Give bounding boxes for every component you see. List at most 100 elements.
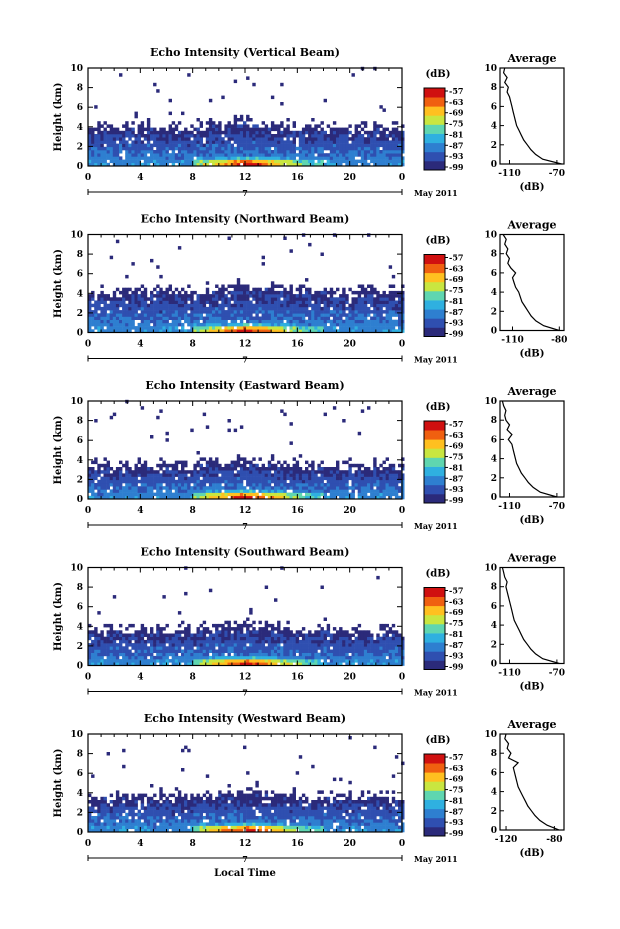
y-tick-label: 0 bbox=[77, 828, 83, 838]
y-axis-label: Height (km) bbox=[53, 582, 64, 651]
colorbar-segment bbox=[424, 254, 445, 264]
colorbar-tick-label: -81 bbox=[449, 462, 463, 472]
x-tick-label: 0 bbox=[85, 340, 91, 350]
colorbar-segment bbox=[424, 124, 445, 134]
colorbar-tick-label: -57 bbox=[449, 253, 463, 263]
panel-row-4: Echo Intensity (Southward Beam) 0 2 4 6 8 10 0 4… bbox=[53, 546, 565, 698]
y-tick-label: 0 bbox=[77, 662, 83, 672]
colorbar-segment bbox=[424, 448, 445, 458]
y-tick-label: 6 bbox=[77, 103, 83, 113]
average-y-tick-label: 4 bbox=[491, 621, 497, 631]
average-y-tick-label: 6 bbox=[491, 102, 497, 112]
colorbar-frame bbox=[423, 420, 446, 504]
x-tick-label: 0 bbox=[399, 506, 405, 516]
heatmap-cells bbox=[88, 566, 405, 666]
average-x-label: (dB) bbox=[520, 682, 545, 693]
average-y-tick-label: 10 bbox=[484, 64, 497, 74]
colorbar-segment bbox=[424, 651, 445, 661]
average-title: Average bbox=[506, 552, 556, 565]
colorbar-tick-label: -69 bbox=[449, 607, 464, 617]
day-label: 7 bbox=[242, 521, 248, 531]
colorbar-tick-label: -57 bbox=[449, 86, 463, 96]
colorbar-frame bbox=[423, 254, 446, 337]
average-y-tick-label: 4 bbox=[491, 455, 497, 465]
average-title: Average bbox=[506, 385, 556, 398]
x-tick-label: 16 bbox=[291, 173, 304, 183]
x-tick-label: 16 bbox=[291, 839, 304, 849]
colorbar-tick-label: -93 bbox=[449, 651, 464, 661]
colorbar-segment bbox=[424, 327, 445, 337]
colorbar-tick-label: -75 bbox=[449, 285, 463, 295]
y-tick-label: 8 bbox=[77, 417, 83, 427]
average-y-tick-label: 0 bbox=[491, 493, 497, 503]
average-x-tick-label: -70 bbox=[549, 502, 565, 512]
colorbar: (dB) -57-63-69-75-81-87-93-99 bbox=[423, 236, 464, 339]
colorbar-tick-label: -75 bbox=[449, 785, 463, 795]
average-x-tick-label: -70 bbox=[549, 669, 565, 679]
x-tick-label: 0 bbox=[85, 506, 91, 516]
colorbar-tick-label: -99 bbox=[449, 329, 464, 339]
colorbar-tick-label: -63 bbox=[449, 263, 464, 273]
average-frame bbox=[499, 733, 565, 831]
x-tick-label: 0 bbox=[85, 673, 91, 683]
colorbar-tick-label: -87 bbox=[449, 806, 463, 816]
colorbar-segment bbox=[424, 290, 445, 301]
x-tick-label: 12 bbox=[239, 839, 252, 849]
average-title: Average bbox=[506, 52, 556, 65]
heatmap-cells bbox=[88, 736, 405, 833]
y-axis-label: Height (km) bbox=[53, 83, 64, 152]
x-tick-label: 4 bbox=[137, 340, 143, 350]
average-x-tick-label: -110 bbox=[498, 669, 521, 679]
panel-row-2: Echo Intensity (Northward Beam) 0 2 4 6 8 10 0 4… bbox=[53, 213, 567, 365]
colorbar-segment bbox=[424, 660, 445, 670]
y-tick-label: 10 bbox=[70, 397, 83, 407]
y-axis-label: Height (km) bbox=[53, 416, 64, 485]
x-tick-label: 4 bbox=[137, 673, 143, 683]
y-tick-label: 0 bbox=[77, 495, 83, 505]
colorbar-tick-label: -99 bbox=[449, 828, 464, 838]
y-tick-label: 8 bbox=[77, 84, 83, 94]
heatmap-title: Echo Intensity (Vertical Beam) bbox=[150, 46, 340, 59]
heatmap-title: Echo Intensity (Southward Beam) bbox=[141, 546, 350, 559]
colorbar-segment bbox=[424, 263, 445, 274]
x-tick-label: 16 bbox=[291, 340, 304, 350]
x-tick-label: 16 bbox=[291, 673, 304, 683]
average-y-tick-label: 4 bbox=[491, 122, 497, 132]
colorbar-frame bbox=[423, 87, 446, 171]
average-x-tick-label: -80 bbox=[546, 835, 562, 845]
colorbar-tick-label: -81 bbox=[449, 129, 463, 139]
y-tick-label: 0 bbox=[77, 329, 83, 339]
heatmap: Echo Intensity (Eastward Beam) 0 2 4 6 8 10 0 4 8… bbox=[53, 379, 458, 531]
colorbar-tick-label: -63 bbox=[449, 430, 464, 440]
average-profile: Average 0 2 4 6 8 10 -110 -70 (dB) bbox=[484, 385, 565, 526]
colorbar-segment bbox=[424, 493, 445, 504]
average-y-tick-label: 4 bbox=[491, 288, 497, 298]
average-line bbox=[502, 234, 560, 332]
colorbar-segment bbox=[424, 772, 445, 782]
date-label: May 2011 bbox=[414, 188, 458, 198]
colorbar-segment bbox=[424, 457, 445, 467]
colorbar-segment bbox=[424, 142, 445, 153]
colorbar-segment bbox=[424, 272, 445, 283]
colorbar-tick-label: -63 bbox=[449, 763, 464, 773]
x-tick-label: 20 bbox=[343, 506, 356, 516]
colorbar-tick-label: -87 bbox=[449, 473, 463, 483]
average-y-tick-label: 6 bbox=[491, 602, 497, 612]
y-tick-label: 8 bbox=[77, 250, 83, 260]
heatmap-cells bbox=[88, 66, 405, 167]
y-axis-label: Height (km) bbox=[53, 249, 64, 318]
colorbar-tick-label: -93 bbox=[449, 484, 464, 494]
colorbar-unit: (dB) bbox=[426, 236, 451, 247]
x-tick-label: 0 bbox=[399, 173, 405, 183]
y-tick-label: 4 bbox=[77, 289, 83, 299]
average-y-tick-label: 2 bbox=[491, 307, 497, 317]
average-frame bbox=[499, 233, 565, 332]
heatmap-title: Echo Intensity (Eastward Beam) bbox=[145, 379, 344, 392]
colorbar: (dB) -57-63-69-75-81-87-93-99 bbox=[423, 402, 464, 505]
colorbar-segment bbox=[424, 475, 445, 486]
date-label: May 2011 bbox=[414, 521, 458, 531]
colorbar-tick-label: -75 bbox=[449, 618, 463, 628]
average-x-tick-label: -80 bbox=[551, 336, 567, 346]
colorbar-segment bbox=[424, 281, 445, 292]
y-tick-label: 6 bbox=[77, 769, 83, 779]
